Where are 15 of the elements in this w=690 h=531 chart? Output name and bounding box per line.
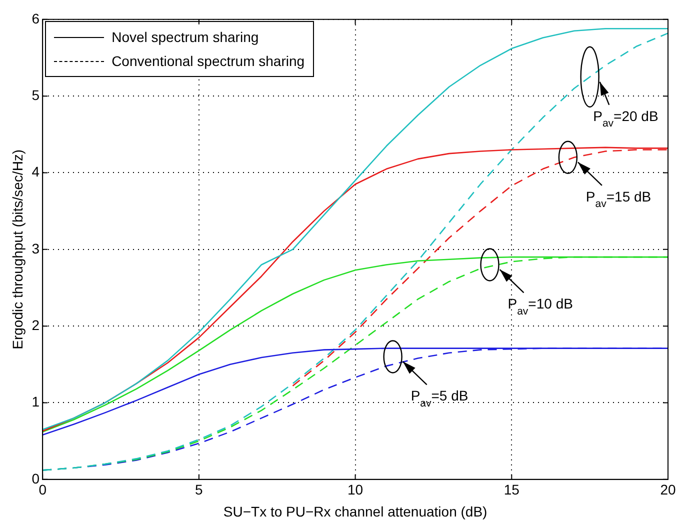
- annotation: Novel spectrum sharing: [112, 28, 259, 48]
- x-tick-label: 5: [195, 482, 204, 498]
- x-tick-label: 20: [660, 482, 676, 498]
- y-tick-label: 2: [32, 316, 40, 333]
- y-tick-label: 6: [32, 10, 40, 26]
- y-tick-label: 4: [32, 164, 40, 180]
- x-tick-label: 10: [348, 482, 364, 498]
- y-axis-title: Ergodic throughput (bits/sec/Hz): [9, 149, 26, 350]
- y-tick-label: 0: [32, 470, 40, 486]
- annotation: Conventional spectrum sharing: [112, 52, 305, 72]
- y-tick-label: 3: [32, 240, 40, 256]
- x-axis-title: SU−Tx to PU−Rx channel attenuation (dB): [223, 503, 488, 520]
- y-tick-label: 5: [32, 86, 40, 103]
- x-tick-label: 15: [504, 482, 520, 498]
- y-tick-label: 1: [32, 394, 40, 410]
